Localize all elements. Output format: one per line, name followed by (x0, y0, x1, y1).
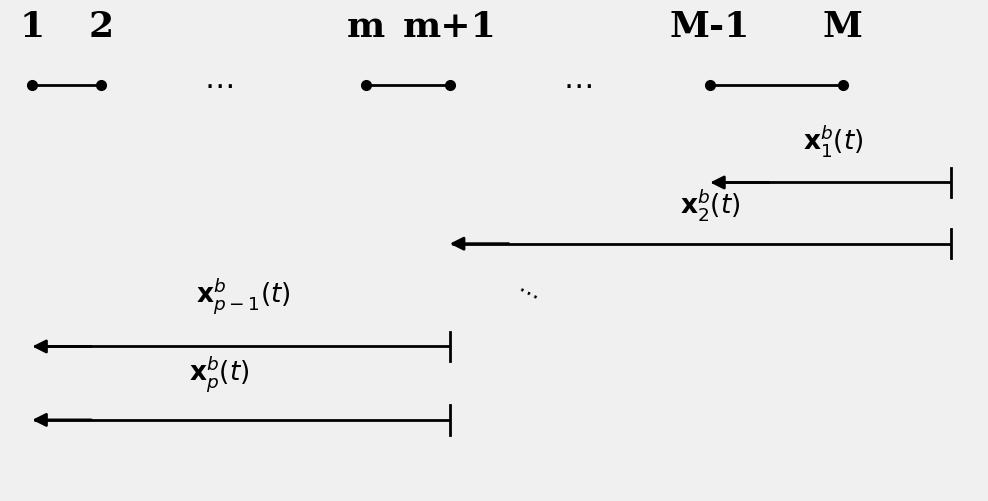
Text: $\cdots$: $\cdots$ (205, 71, 233, 100)
Text: M-1: M-1 (670, 10, 750, 44)
Text: 1: 1 (20, 10, 44, 44)
Text: $\cdots$: $\cdots$ (514, 277, 542, 305)
Text: 2: 2 (89, 10, 114, 44)
Text: $\cdots$: $\cdots$ (563, 71, 592, 100)
Text: m+1: m+1 (403, 10, 497, 44)
Text: M: M (823, 10, 863, 44)
Text: $\mathbf{x}_1^b(t)$: $\mathbf{x}_1^b(t)$ (802, 123, 864, 159)
Text: m: m (347, 10, 385, 44)
Text: $\mathbf{x}_p^b(t)$: $\mathbf{x}_p^b(t)$ (189, 354, 249, 393)
Text: $\mathbf{x}_2^b(t)$: $\mathbf{x}_2^b(t)$ (680, 186, 740, 222)
Text: $\mathbf{x}_{p-1}^b(t)$: $\mathbf{x}_{p-1}^b(t)$ (196, 276, 290, 315)
